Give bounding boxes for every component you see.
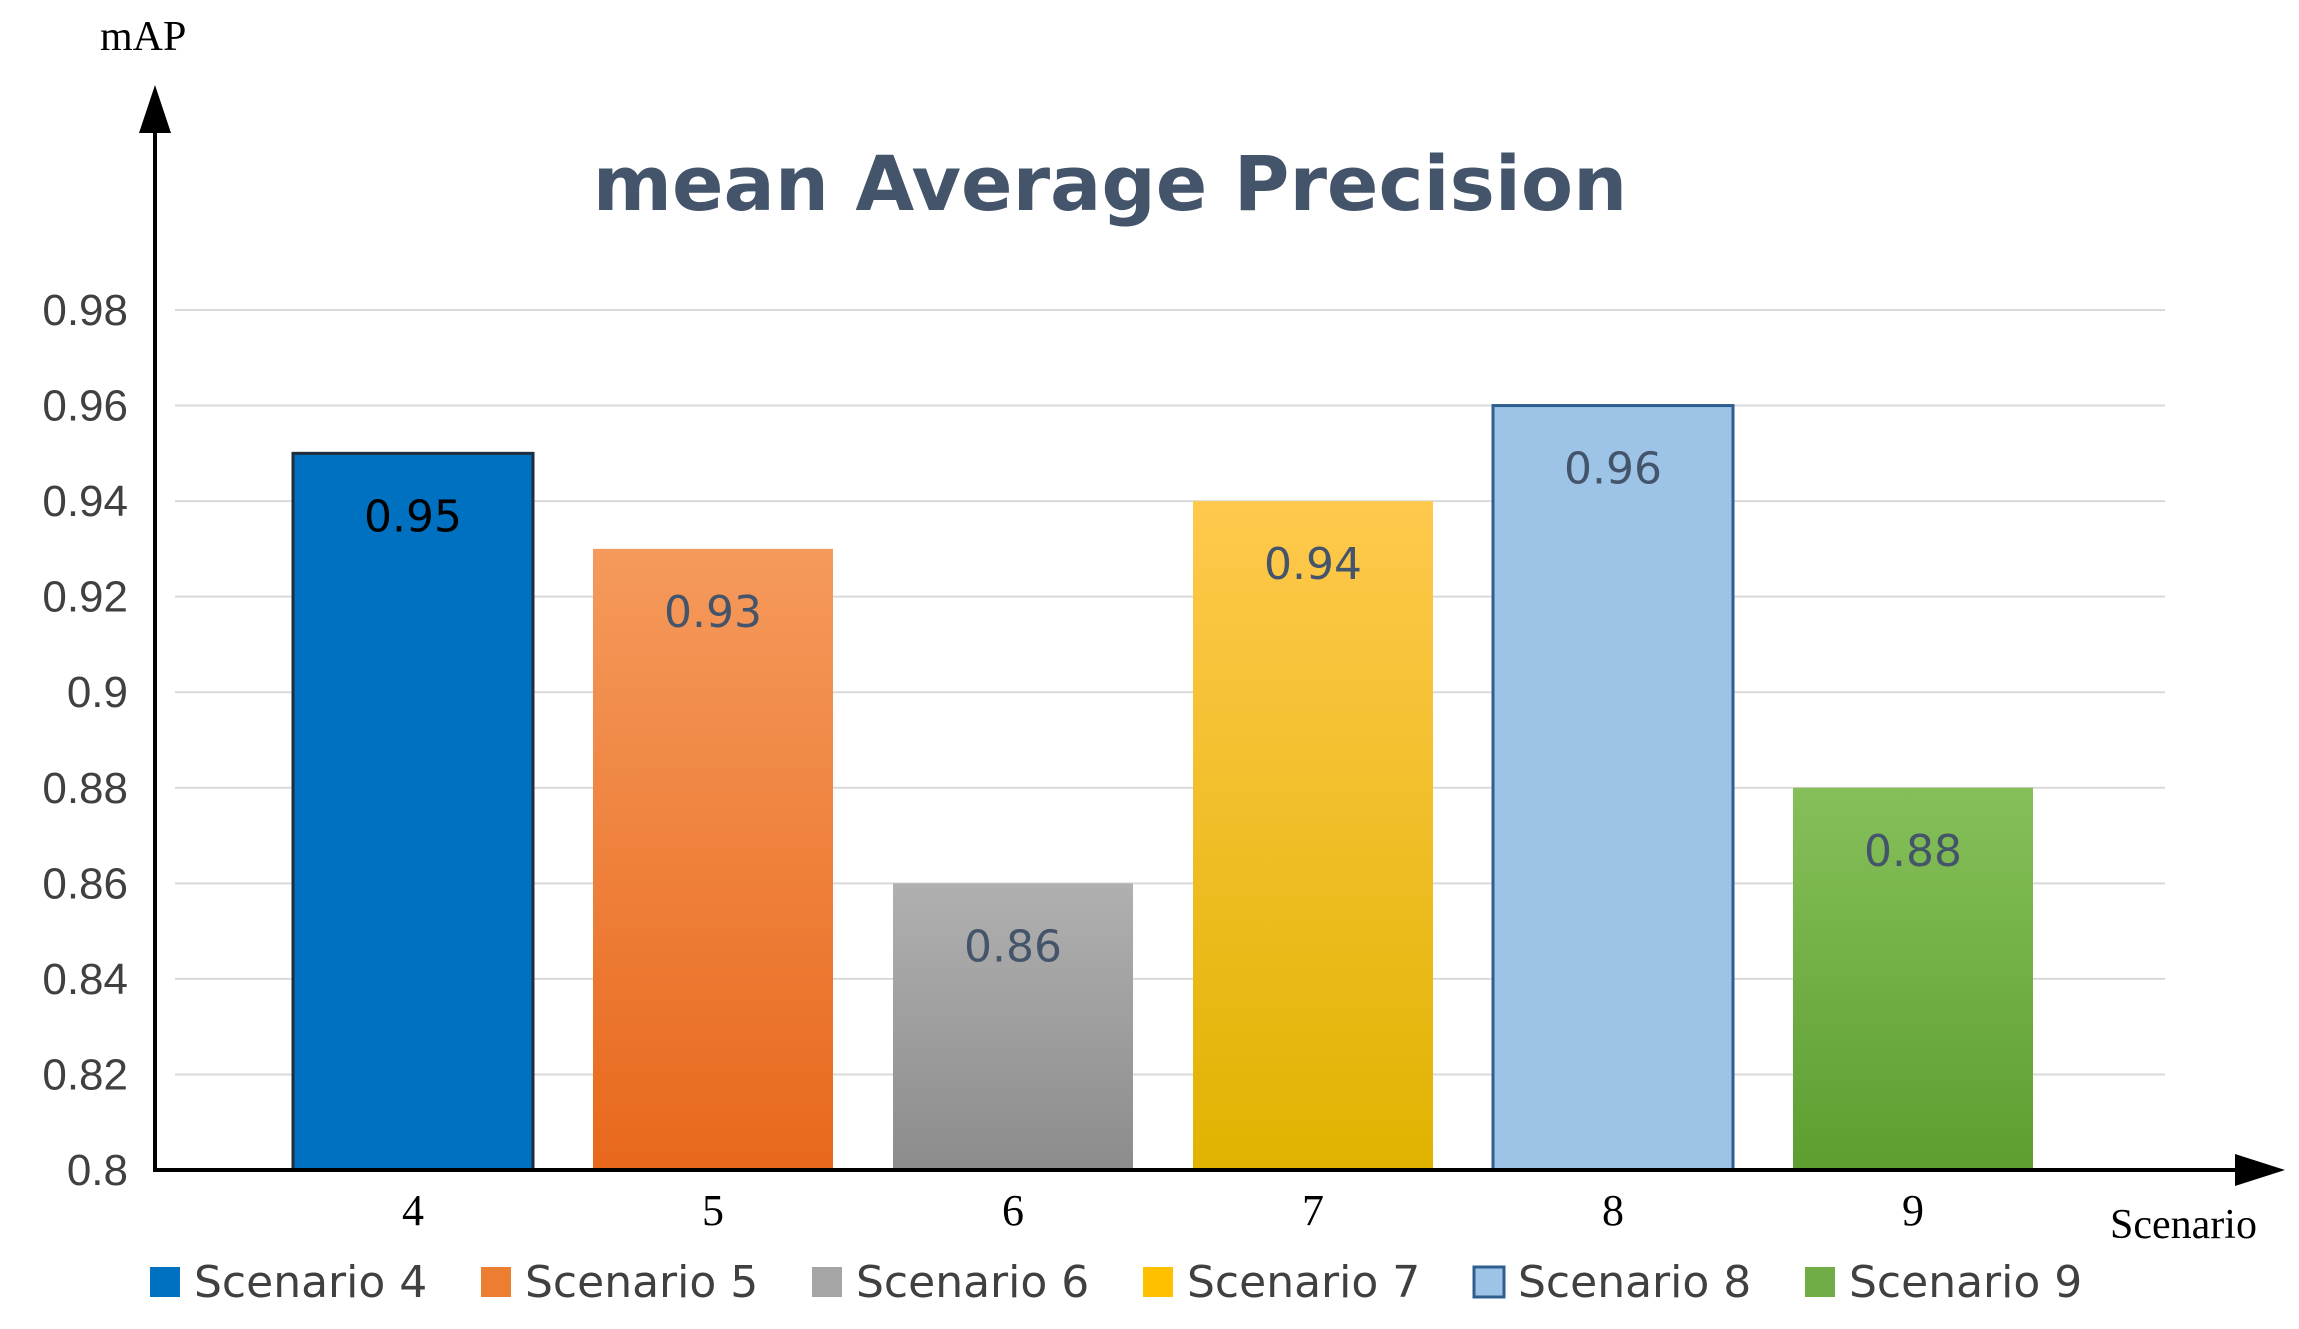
legend-item-label: Scenario 4 (194, 1257, 427, 1308)
x-axis-title: Scenario (2110, 1202, 2257, 1248)
legend-item-label: Scenario 5 (525, 1257, 758, 1308)
x-tick-label: 5 (702, 1186, 724, 1235)
y-tick-labels: 0.8 0.82 0.84 0.86 0.88 0.9 0.92 0.94 0.96 0.98 (42, 286, 128, 1195)
data-label: 0.95 (364, 491, 462, 542)
data-label: 0.96 (1564, 444, 1662, 495)
legend-swatch (1143, 1267, 1173, 1297)
legend-swatch (812, 1267, 842, 1297)
y-tick-label: 0.82 (42, 1050, 128, 1099)
y-tick-label: 0.86 (42, 859, 128, 908)
data-label: 0.93 (664, 587, 762, 638)
x-tick-label: 8 (1602, 1186, 1624, 1235)
x-tick-label: 6 (1002, 1186, 1024, 1235)
legend-swatch (481, 1267, 511, 1297)
x-tick-label: 9 (1902, 1186, 1924, 1235)
y-axis-title: mAP (100, 14, 186, 60)
y-tick-label: 0.96 (42, 382, 128, 431)
bars (291, 404, 2033, 1172)
bar-scenario-8 (1491, 404, 1735, 1172)
y-axis-arrow (139, 85, 171, 133)
data-label: 0.86 (964, 921, 1062, 972)
axes (139, 85, 2285, 1186)
legend: Scenario 4 Scenario 5 Scenario 6 Scenario 7… (150, 1257, 2082, 1308)
bar-scenario-5 (593, 548, 833, 1170)
legend-item-label: Scenario 6 (856, 1257, 1089, 1308)
bar-scenario-4 (291, 451, 535, 1172)
x-axis-arrow (2235, 1154, 2285, 1186)
bar-scenario-7 (1193, 501, 1433, 1171)
data-label: 0.88 (1864, 826, 1962, 877)
legend-swatch (1472, 1265, 1506, 1299)
x-tick-labels: 4 5 6 7 8 9 (402, 1186, 1924, 1235)
y-tick-label: 0.88 (42, 764, 128, 813)
y-tick-label: 0.8 (67, 1146, 128, 1195)
x-tick-label: 4 (402, 1186, 424, 1235)
y-tick-label: 0.9 (67, 668, 128, 717)
legend-item-label: Scenario 9 (1849, 1257, 2082, 1308)
y-tick-label: 0.84 (42, 955, 128, 1004)
legend-item-label: Scenario 7 (1187, 1257, 1420, 1308)
y-tick-label: 0.98 (42, 286, 128, 335)
bar-scenario-9 (1793, 787, 2033, 1170)
y-tick-label: 0.94 (42, 477, 128, 526)
data-label: 0.94 (1264, 539, 1362, 590)
legend-item-label: Scenario 8 (1518, 1257, 1751, 1308)
legend-swatch (150, 1267, 180, 1297)
bar-scenario-6 (893, 883, 1133, 1170)
x-tick-label: 7 (1302, 1186, 1324, 1235)
legend-swatch (1805, 1267, 1835, 1297)
y-tick-label: 0.92 (42, 573, 128, 622)
data-labels: 0.95 0.93 0.86 0.94 0.96 0.88 (364, 444, 1962, 973)
chart-title: mean Average Precision (593, 139, 1627, 228)
